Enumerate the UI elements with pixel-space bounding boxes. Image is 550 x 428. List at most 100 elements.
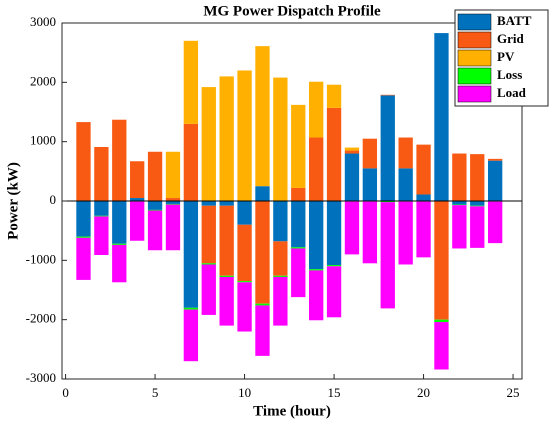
bar-segment: [452, 153, 467, 201]
bar-segment: [237, 70, 252, 201]
bar-segment: [487, 160, 503, 201]
bar-segment: [147, 201, 163, 210]
bar-segment: [380, 202, 395, 309]
bar-segment: [416, 201, 431, 258]
bar-segment: [165, 204, 181, 251]
legend-label: PV: [497, 49, 515, 64]
bar-segment: [183, 201, 199, 308]
bar-segment: [130, 201, 145, 241]
legend-swatch: [457, 85, 492, 103]
bar-segment: [344, 147, 360, 151]
bar-segment: [470, 201, 485, 206]
bar-segment: [291, 201, 306, 248]
legend-swatch: [457, 67, 492, 85]
bar-segment: [255, 46, 270, 187]
legend-swatch: [457, 13, 492, 31]
bar-segment: [130, 161, 145, 199]
bar-segment: [273, 275, 288, 277]
bar-segment: [165, 151, 181, 199]
bar-segment: [94, 147, 109, 201]
legend-label: BATT: [497, 13, 532, 28]
bar-segment: [487, 201, 503, 244]
bar-segment: [255, 303, 270, 306]
y-tick-label: -2000: [26, 311, 56, 326]
y-tick-label: -1000: [26, 251, 56, 266]
bar-segment: [344, 201, 360, 255]
bar-segment: [76, 201, 91, 237]
x-tick-label: 25: [507, 385, 520, 400]
bar-segment: [273, 77, 288, 201]
bar-segment: [165, 201, 181, 204]
bar-segment: [201, 201, 216, 206]
bar-segment: [94, 201, 109, 216]
bar-segment: [147, 209, 163, 211]
bar-segment: [470, 154, 485, 201]
bar-segment: [326, 265, 342, 267]
bar-segment: [76, 122, 91, 201]
bar-segment: [147, 210, 163, 251]
bar-segment: [434, 322, 449, 370]
y-tick-label: 0: [50, 192, 57, 207]
bar-segment: [309, 81, 324, 138]
bar-segment: [452, 204, 467, 206]
bar-segment: [326, 107, 342, 201]
bar-segment: [362, 201, 378, 264]
bar-segment: [255, 305, 270, 356]
y-tick-label: 3000: [30, 14, 56, 29]
bar-segment: [470, 205, 485, 207]
bar-segment: [94, 215, 109, 217]
bar-segment: [309, 201, 324, 270]
bar-segment: [326, 201, 342, 266]
bar-segment: [112, 244, 127, 283]
bar-segment: [273, 201, 288, 242]
bar-segment: [470, 206, 485, 248]
bar-segment: [273, 241, 288, 276]
y-tick-label: -3000: [26, 370, 56, 385]
bar-segment: [309, 137, 324, 201]
bar-segment: [255, 201, 270, 304]
legend-label: Grid: [497, 31, 524, 46]
bar-segment: [380, 94, 395, 96]
bar-segment: [147, 151, 163, 201]
bar-segment: [416, 144, 431, 195]
bar-segment: [94, 216, 109, 255]
legend-label: Loss: [497, 67, 522, 82]
x-tick-label: 15: [328, 385, 341, 400]
bar-segment: [291, 248, 306, 298]
bar-segment: [326, 84, 342, 108]
legend-swatch: [457, 49, 492, 67]
y-tick-label: 2000: [30, 73, 56, 88]
bar-segment: [112, 243, 127, 245]
bar-segment: [398, 137, 413, 169]
bar-segment: [326, 266, 342, 318]
bar-segment: [309, 269, 324, 271]
bar-segment: [434, 33, 449, 201]
bar-segment: [112, 201, 127, 244]
y-axis-label: Power (kW): [5, 162, 21, 240]
bar-segment: [344, 153, 360, 201]
bar-segment: [452, 205, 467, 249]
bar-segment: [219, 205, 234, 276]
bar-segment: [291, 247, 306, 249]
bar-segment: [219, 275, 234, 277]
bar-segment: [183, 309, 199, 362]
bar-segment: [219, 276, 234, 326]
bar-segment: [130, 198, 145, 201]
bar-segment: [183, 307, 199, 310]
bar-segment: [255, 186, 270, 201]
y-tick-label: 1000: [30, 133, 56, 148]
bar-segment: [237, 201, 252, 225]
x-tick-label: 20: [417, 385, 430, 400]
bar-segment: [273, 276, 288, 326]
bar-segment: [201, 263, 216, 265]
bar-segment: [362, 138, 378, 169]
bar-segment: [291, 187, 306, 201]
bar-segment: [201, 264, 216, 315]
bar-segment: [398, 168, 413, 201]
bar-segment: [380, 201, 395, 203]
bar-segment: [201, 87, 216, 201]
bar-segment: [398, 201, 413, 265]
bar-segment: [380, 95, 395, 201]
bar-segment: [344, 150, 360, 154]
